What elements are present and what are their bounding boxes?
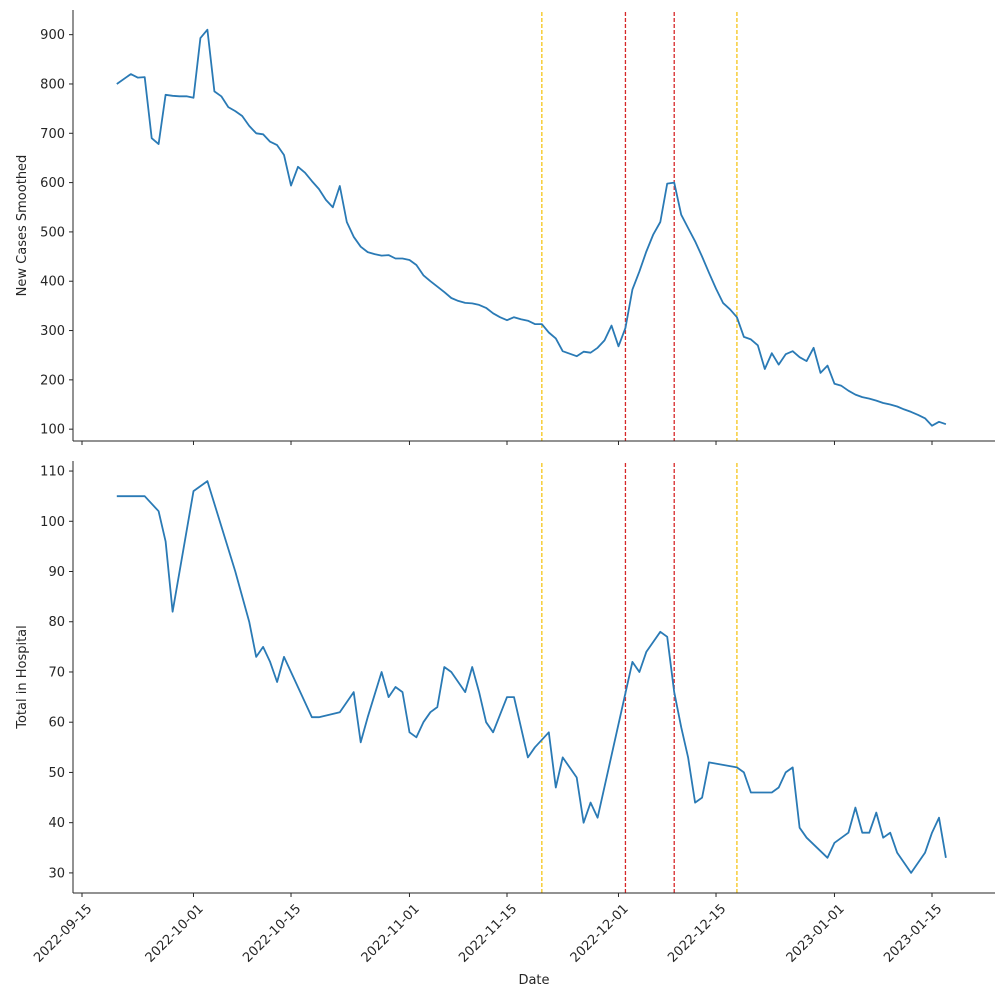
- y-tick-label: 800: [40, 77, 65, 92]
- hospital-panel: 30 40 50 60 70 80 90 100 110 2022-09-15 2022-10-01…: [15, 461, 995, 988]
- hospital-y-axis-label: Total in Hospital: [15, 625, 30, 730]
- x-tick-label: 2023-01-01: [784, 902, 848, 966]
- x-tick-label: 2022-12-01: [568, 902, 632, 966]
- y-tick-label: 90: [48, 565, 65, 580]
- x-tick-label: 2022-10-01: [143, 902, 207, 966]
- y-tick-label: 60: [48, 716, 65, 731]
- y-tick-label: 600: [40, 176, 65, 191]
- y-tick-label: 80: [48, 615, 65, 630]
- x-tick-label: 2022-10-15: [240, 902, 304, 966]
- x-axis-label: Date: [518, 973, 549, 988]
- y-tick-label: 500: [40, 225, 65, 240]
- y-tick-label: 300: [40, 324, 65, 339]
- x-tick-label: 2022-11-15: [456, 902, 520, 966]
- y-tick-label: 40: [48, 816, 65, 831]
- x-tick-label: 2023-01-15: [881, 902, 945, 966]
- y-tick-label: 100: [40, 515, 65, 530]
- y-tick-label: 700: [40, 127, 65, 142]
- y-tick-label: 50: [48, 766, 65, 781]
- y-tick-label: 70: [48, 665, 65, 680]
- x-tick-label: 2022-11-01: [359, 902, 423, 966]
- new-cases-y-axis-label: New Cases Smoothed: [15, 155, 30, 297]
- y-tick-label: 200: [40, 373, 65, 388]
- y-tick-label: 400: [40, 275, 65, 290]
- y-tick-label: 900: [40, 28, 65, 43]
- new-cases-series-line: [116, 28, 947, 427]
- hospital-series-line: [116, 480, 947, 874]
- y-tick-label: 110: [40, 465, 65, 480]
- x-tick-label: 2022-09-15: [31, 902, 95, 966]
- y-tick-label: 30: [48, 866, 65, 881]
- new-cases-panel: 100 200 300 400 500 600 700 800 900 New Cases Smo…: [15, 10, 995, 445]
- y-tick-label: 100: [40, 423, 65, 438]
- x-tick-label: 2022-12-15: [665, 902, 729, 966]
